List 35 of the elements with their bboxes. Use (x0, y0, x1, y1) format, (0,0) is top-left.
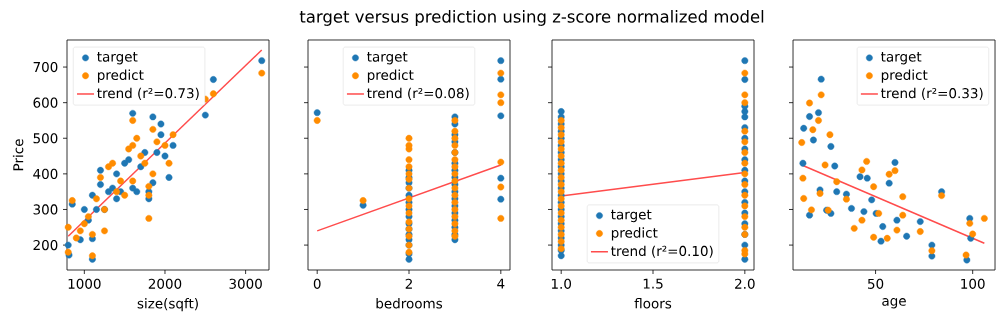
y-tick-label: 700 (33, 61, 58, 73)
y-tick-label: 200 (33, 239, 58, 251)
legend-label: predict (367, 69, 414, 83)
y-tick-label: 300 (33, 204, 58, 215)
x-tick-label: 50 (868, 278, 884, 289)
legend-label: predict (611, 227, 658, 241)
x-tick-label: 0 (313, 278, 321, 289)
x-tick-label: 2.0 (735, 278, 755, 289)
legend-label: target (97, 52, 138, 65)
y-axis-title: Price (12, 139, 24, 171)
legend-label: target (611, 209, 652, 223)
y-tick-label: 500 (33, 133, 58, 144)
x-axis-title: floors (634, 298, 672, 309)
legend-label: trend (r²=0.08) (367, 87, 469, 100)
legend-label: target (880, 52, 922, 65)
x-tick-label: 1000 (68, 278, 101, 289)
x-tick-label: 1.5 (643, 278, 663, 289)
legend-label: predict (97, 69, 144, 83)
x-axis-title: age (882, 298, 906, 309)
legend-label: trend (r²=0.33) (880, 87, 983, 100)
chart-title: target versus prediction using z-score normalized model (299, 10, 764, 26)
legend-label: trend (r²=0.73) (97, 87, 199, 100)
x-tick-label: 1.0 (551, 278, 572, 289)
y-tick-label: 400 (33, 168, 58, 179)
legend-label: trend (r²=0.10) (611, 245, 713, 258)
x-tick-label: 4 (497, 278, 505, 289)
legend-label: target (367, 52, 408, 65)
x-tick-label: 2 (405, 278, 412, 289)
x-tick-label: 3000 (229, 278, 262, 289)
x-tick-label: 100 (961, 278, 985, 289)
legend-label: predict (881, 69, 928, 83)
x-axis-title: size(sqft) (137, 298, 198, 312)
x-axis-title: bedrooms (376, 298, 443, 309)
x-tick-label: 2000 (148, 278, 182, 289)
y-tick-label: 600 (33, 97, 58, 108)
